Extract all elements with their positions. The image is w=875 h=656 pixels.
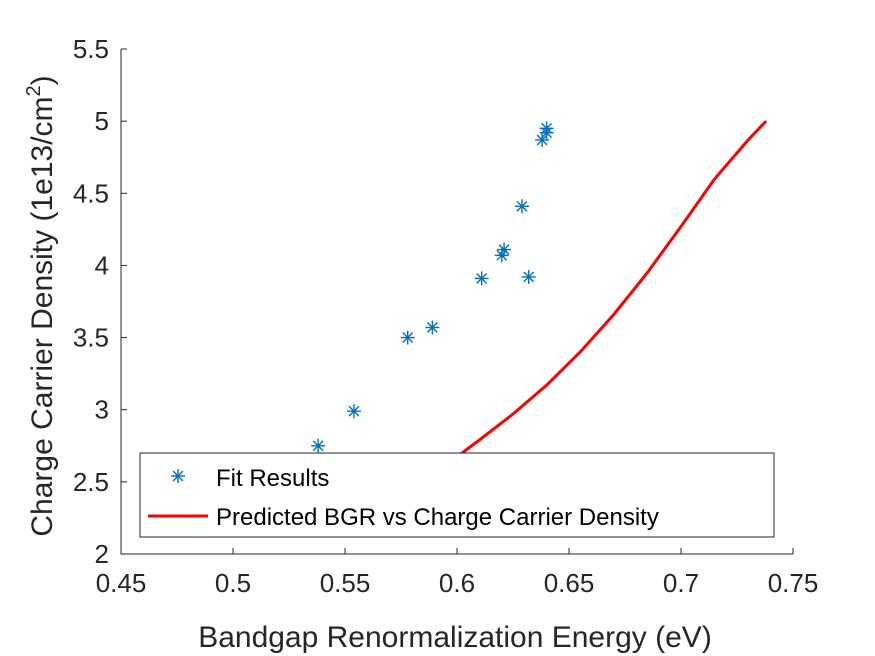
y-tick-label: 2.5	[73, 467, 109, 497]
x-tick-label: 0.7	[663, 568, 699, 598]
fit-result-point	[400, 330, 415, 345]
y-axis-title: Charge Carrier Density (1e13/cm2)	[23, 75, 59, 536]
legend-box	[139, 452, 775, 538]
fit-result-point	[514, 199, 529, 214]
x-tick-label: 0.55	[320, 568, 371, 598]
x-tick-label: 0.75	[768, 568, 819, 598]
fit-result-point	[539, 121, 554, 136]
legend-asterisk-glyph	[171, 469, 185, 483]
x-tick-label: 0.45	[96, 568, 147, 598]
fit-result-point	[535, 132, 550, 147]
fit-result-point	[521, 269, 536, 284]
y-tick-label: 3.5	[73, 323, 109, 353]
legend-asterisk-icon	[171, 469, 185, 483]
y-tick-label: 3	[95, 395, 109, 425]
x-axis: 0.45 0.5 0.55 0.6 0.65 0.7 0.75	[96, 548, 819, 598]
fit-result-point	[346, 404, 361, 419]
legend-label-predicted: Predicted BGR vs Charge Carrier Density	[216, 504, 659, 531]
fit-result-point	[425, 320, 440, 335]
fit-result-point	[497, 242, 512, 257]
x-tick-label: 0.5	[215, 568, 251, 598]
y-axis-title-superscript: 2	[23, 85, 45, 96]
fit-result-point	[311, 438, 326, 453]
legend: Fit Results Predicted BGR vs Charge Carr…	[139, 452, 775, 538]
x-axis-title: Bandgap Renormalization Energy (eV)	[198, 621, 712, 654]
y-axis-title-tail: )	[26, 75, 59, 85]
x-tick-label: 0.65	[544, 568, 595, 598]
y-tick-label: 4	[95, 250, 109, 280]
y-tick-label: 4.5	[73, 178, 109, 208]
predicted-bgr-line	[451, 120, 768, 462]
y-tick-label: 2	[95, 539, 109, 569]
legend-label-fit-results: Fit Results	[216, 465, 329, 492]
fit-results-points	[311, 121, 554, 453]
fit-result-point	[474, 271, 489, 286]
y-axis: 2 2.5 3 3.5 4 4.5 5 5.5	[73, 34, 127, 569]
y-tick-label: 5	[95, 106, 109, 136]
y-axis-title-main: Charge Carrier Density (1e13/cm	[26, 96, 59, 536]
fit-result-point	[494, 248, 509, 263]
x-tick-label: 0.6	[439, 568, 475, 598]
y-tick-label: 5.5	[73, 34, 109, 64]
